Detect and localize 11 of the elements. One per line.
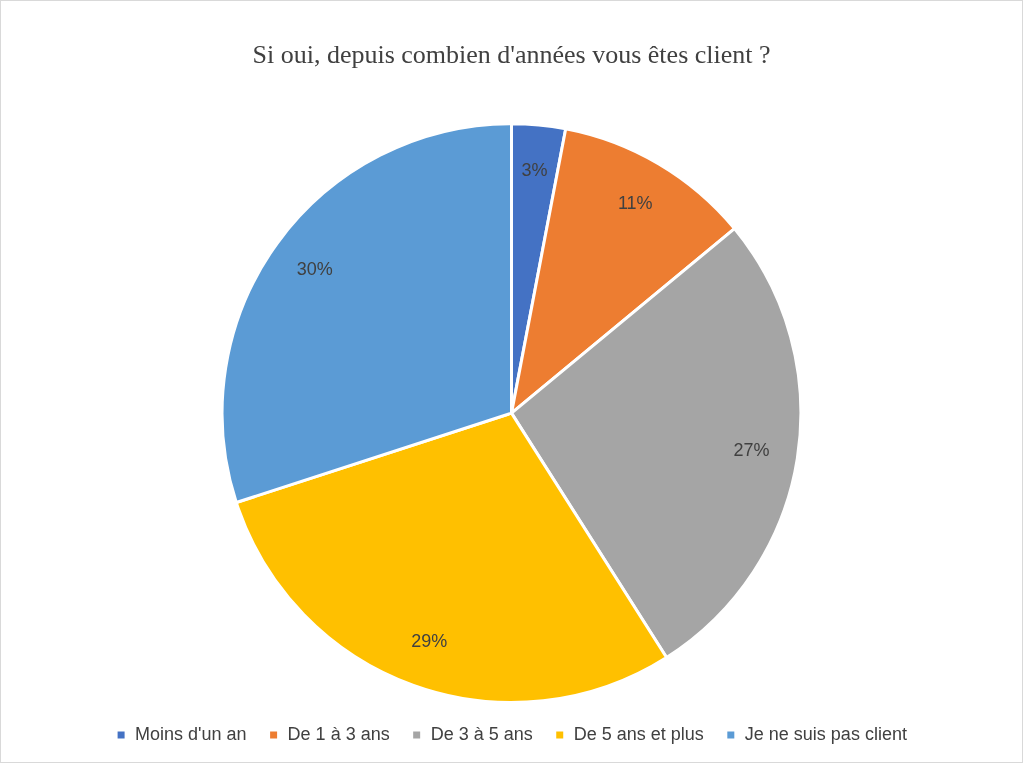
data-label: 27% [733,440,770,461]
legend-label: De 5 ans et plus [573,723,704,744]
data-label: 30% [296,259,333,280]
legend-label: De 1 à 3 ans [287,723,390,744]
legend-label: Je ne suis pas client [744,723,907,744]
data-label: 3% [521,160,548,181]
legend-label: Moins d'un an [135,723,247,744]
data-label: 29% [411,630,448,651]
legend-label: De 3 à 5 ans [430,723,533,744]
data-label: 11% [617,192,653,213]
chart-title: Si oui, depuis combien d'années vous êtes client ? [252,40,771,70]
